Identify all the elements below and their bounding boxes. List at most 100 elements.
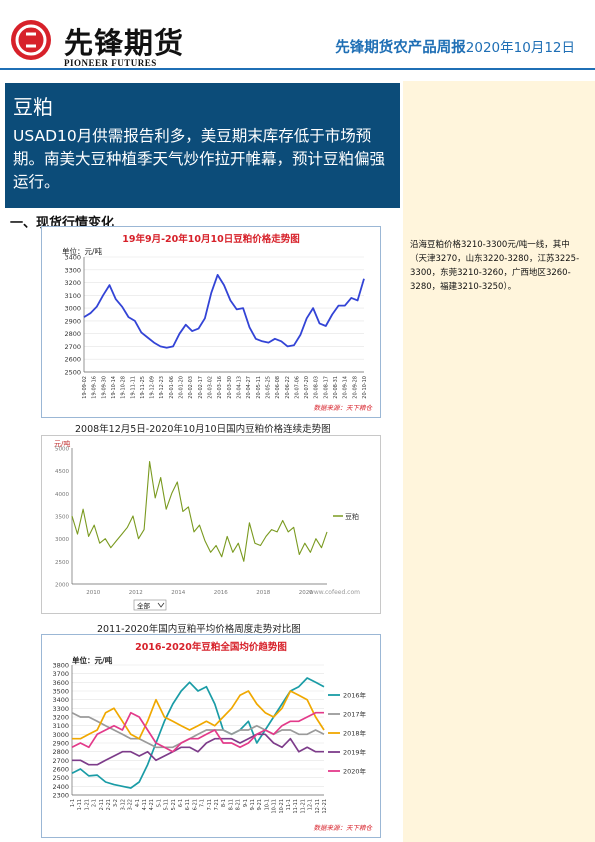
x-tick-label: 11-21	[300, 799, 306, 814]
x-tick-label: 6-21	[192, 799, 198, 810]
chart-2-range-select[interactable]: 全部	[133, 599, 167, 611]
x-tick-label: 9-1	[243, 799, 249, 807]
chart-1-title: 19年9月-20年10月10日豆粕价格走势图	[122, 233, 299, 245]
x-tick-label: 20-03-16	[217, 376, 223, 399]
report-title: 先锋期货农产品周报2020年10月12日	[335, 36, 575, 57]
x-tick-label: 19-09-16	[92, 376, 98, 399]
series-line-2019年	[72, 733, 324, 766]
chart-3-source: 数据来源：天下粮仓	[314, 824, 374, 832]
x-tick-label: 4-1	[135, 799, 141, 807]
pioneer-futures-logo: 先锋期货 PIONEER FUTURES	[8, 14, 198, 72]
y-tick-label: 3100	[64, 292, 81, 300]
y-tick-label: 2900	[64, 317, 81, 325]
chart-2-source: www.cofeed.com	[309, 589, 360, 596]
x-tick-label: 2-1	[92, 799, 98, 807]
x-tick-label: 2014	[171, 590, 185, 596]
y-tick-label: 4000	[55, 492, 69, 498]
y-tick-label: 2700	[64, 343, 81, 351]
y-tick-label: 3200	[64, 279, 81, 287]
y-tick-label: 2700	[52, 757, 69, 765]
y-tick-label: 5000	[55, 447, 69, 453]
x-tick-label: 20-07-20	[304, 376, 310, 399]
series-line-2016年	[71, 677, 325, 789]
chart-3-container: 2016-2020年豆粕全国均价趋势图 单位：元/吨 数据来源：天下粮仓 230…	[41, 634, 381, 838]
y-tick-label: 4500	[55, 469, 69, 475]
x-tick-label: 20-09-14	[343, 376, 349, 399]
summary-title: 豆粕	[13, 95, 53, 119]
x-tick-label: 20-08-31	[333, 376, 339, 399]
x-tick-label: 20-08-17	[323, 376, 329, 399]
x-tick-label: 11-11	[293, 799, 299, 814]
y-tick-label: 3400	[64, 254, 81, 262]
y-tick-label: 3400	[52, 696, 69, 704]
chart-2-legend-label: 豆粕	[345, 512, 359, 521]
y-tick-label: 2300	[52, 792, 69, 800]
x-tick-label: 3-12	[120, 799, 126, 810]
y-tick-label: 2600	[64, 356, 81, 364]
x-tick-label: 3-22	[128, 799, 134, 810]
chart-3-title: 2016-2020年豆粕全国均价趋势图	[135, 641, 287, 653]
logo-emblem-icon	[11, 20, 51, 60]
series-line-豆粕	[71, 461, 328, 562]
series-line-main	[83, 274, 365, 349]
x-tick-label: 20-06-22	[285, 376, 291, 399]
x-tick-label: 12-1	[308, 799, 314, 810]
x-tick-label: 10-11	[272, 799, 278, 814]
x-tick-label: 11-1	[286, 799, 292, 810]
chart-2-svg: 元/吨 www.cofeed.com 豆粕 全部 2000 2500 3000 350…	[54, 439, 360, 611]
x-tick-label: 5-21	[171, 799, 177, 810]
x-tick-label: 6-11	[185, 799, 191, 810]
x-tick-label: 19-09-30	[101, 376, 107, 399]
chart-2-container: 元/吨 www.cofeed.com 豆粕 全部 2000 2500 3000 350…	[41, 435, 381, 614]
x-tick-label: 12-11	[315, 799, 321, 814]
x-tick-label: 19-11-11	[130, 376, 136, 399]
x-tick-label: 4-11	[142, 799, 148, 810]
x-tick-label: 20-07-06	[294, 376, 300, 399]
x-tick-label: 19-10-28	[121, 376, 127, 399]
x-tick-label: 20-05-11	[256, 376, 262, 399]
x-tick-label: 20-04-13	[236, 376, 242, 399]
chart-3-svg: 2016-2020年豆粕全国均价趋势图 单位：元/吨 数据来源：天下粮仓 230…	[52, 641, 374, 832]
x-tick-label: 20-02-03	[188, 376, 194, 399]
y-tick-label: 3600	[52, 679, 69, 687]
x-tick-label: 10-1	[264, 799, 270, 810]
x-tick-label: 20-03-30	[227, 376, 233, 399]
chart-1-container: 19年9月-20年10月10日豆粕价格走势图 单位：元/吨 数据来源：天下粮仓 …	[41, 226, 381, 418]
legend-label: 2017年	[343, 710, 367, 719]
legend-label: 2016年	[343, 691, 367, 700]
summary-box: 豆粕 USAD10月供需报告利多，美豆期末库存低于市场预期。南美大豆种植季天气炒…	[5, 83, 400, 208]
logo-english-name: PIONEER FUTURES	[64, 58, 157, 68]
x-tick-label: 9-21	[257, 799, 263, 810]
x-tick-label: 4-21	[149, 799, 155, 810]
y-tick-label: 3100	[52, 722, 69, 730]
x-tick-label: 2020	[299, 590, 313, 596]
y-tick-label: 3000	[55, 537, 69, 543]
y-tick-label: 3000	[52, 731, 69, 739]
chart-2-range-select-value: 全部	[137, 601, 151, 610]
report-title-text: 先锋期货农产品周报	[335, 40, 466, 56]
x-tick-label: 20-10-10	[362, 376, 368, 399]
y-tick-label: 2500	[52, 774, 69, 782]
x-tick-label: 8-11	[228, 799, 234, 810]
x-tick-label: 9-11	[250, 799, 256, 810]
x-tick-label: 1-11	[77, 799, 83, 810]
x-tick-label: 2010	[86, 590, 100, 596]
series-line-2020年	[71, 711, 324, 753]
chart-3-ylabel: 单位：元/吨	[72, 655, 113, 665]
x-tick-label: 19-09-02	[82, 376, 88, 399]
y-tick-label: 3300	[64, 266, 81, 274]
y-tick-label: 2800	[52, 748, 69, 756]
chart-1-svg: 19年9月-20年10月10日豆粕价格走势图 单位：元/吨 数据来源：天下粮仓 …	[62, 233, 374, 412]
logo-chinese-name: 先锋期货	[64, 26, 185, 60]
y-tick-label: 3500	[55, 515, 69, 521]
x-tick-label: 20-06-08	[275, 376, 281, 399]
x-tick-label: 20-01-20	[179, 376, 185, 399]
x-tick-label: 7-11	[207, 799, 213, 810]
series-line-2017年	[71, 711, 325, 749]
y-tick-label: 2900	[52, 740, 69, 748]
x-tick-label: 8-1	[221, 799, 227, 807]
x-tick-label: 20-04-27	[246, 376, 252, 399]
x-tick-label: 2018	[256, 590, 270, 596]
x-tick-label: 5-11	[164, 799, 170, 810]
chart-1-source: 数据来源：天下粮仓	[314, 404, 374, 412]
